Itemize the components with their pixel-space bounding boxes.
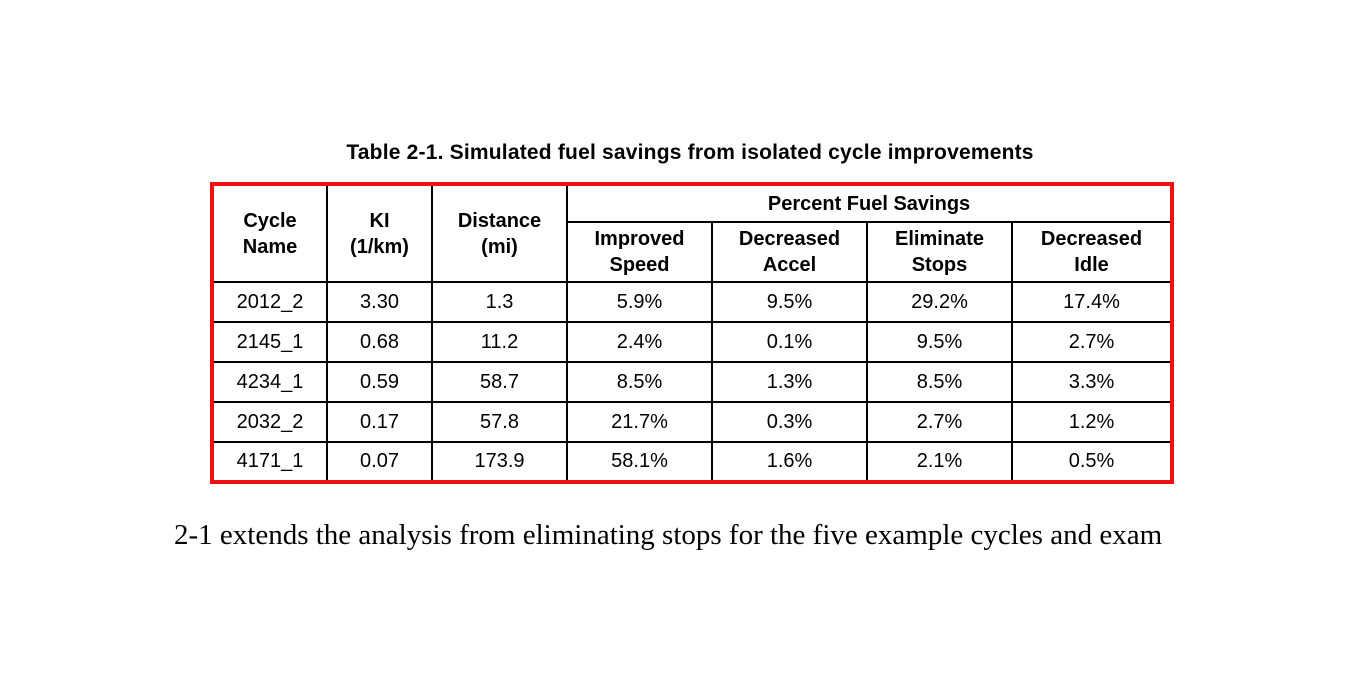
- cell-eliminate-stops: 29.2%: [866, 281, 1013, 323]
- cell-decreased-accel: 0.3%: [711, 401, 868, 443]
- cell-improved-speed: 8.5%: [566, 361, 713, 403]
- cell-improved-speed: 21.7%: [566, 401, 713, 443]
- cell-decreased-accel: 0.1%: [711, 321, 868, 363]
- cell-distance: 58.7: [431, 361, 568, 403]
- cell-ki: 0.07: [326, 441, 433, 483]
- cell-ki: 0.17: [326, 401, 433, 443]
- table-row: 4171_1 0.07 173.9 58.1% 1.6% 2.1% 0.5%: [211, 441, 1174, 483]
- cell-decreased-idle: 0.5%: [1010, 441, 1174, 483]
- fuel-savings-table: Cycle Name KI (1/km) Distance (mi) Perce…: [210, 182, 1175, 484]
- col-header-improved-speed: Improved Speed: [566, 221, 713, 283]
- cell-eliminate-stops: 9.5%: [866, 321, 1013, 363]
- table-header-row-group: Cycle Name KI (1/km) Distance (mi) Perce…: [211, 183, 1174, 283]
- cell-distance: 173.9: [431, 441, 568, 483]
- col-header-decreased-accel: Decreased Accel: [711, 221, 868, 283]
- cell-decreased-idle: 1.2%: [1010, 401, 1174, 443]
- col-header-decreased-idle: Decreased Idle: [1010, 221, 1174, 283]
- cell-decreased-accel: 9.5%: [711, 281, 868, 323]
- cell-distance: 11.2: [431, 321, 568, 363]
- cell-distance: 1.3: [431, 281, 568, 323]
- cell-improved-speed: 2.4%: [566, 321, 713, 363]
- cell-distance: 57.8: [431, 401, 568, 443]
- table-row: 2032_2 0.17 57.8 21.7% 0.3% 2.7% 1.2%: [211, 401, 1174, 443]
- table-row: 4234_1 0.59 58.7 8.5% 1.3% 8.5% 3.3%: [211, 361, 1174, 403]
- cell-eliminate-stops: 8.5%: [866, 361, 1013, 403]
- cell-decreased-idle: 2.7%: [1010, 321, 1174, 363]
- table-row: 2145_1 0.68 11.2 2.4% 0.1% 9.5% 2.7%: [211, 321, 1174, 363]
- cell-cycle-name: 4234_1: [211, 361, 328, 403]
- cell-decreased-accel: 1.6%: [711, 441, 868, 483]
- cell-eliminate-stops: 2.1%: [866, 441, 1013, 483]
- cell-ki: 0.68: [326, 321, 433, 363]
- col-header-eliminate-stops: Eliminate Stops: [866, 221, 1013, 283]
- cell-cycle-name: 4171_1: [211, 441, 328, 483]
- cell-cycle-name: 2032_2: [211, 401, 328, 443]
- group-header-percent-fuel-savings: Percent Fuel Savings: [565, 183, 1174, 223]
- cell-decreased-idle: 3.3%: [1010, 361, 1174, 403]
- cell-eliminate-stops: 2.7%: [866, 401, 1013, 443]
- cell-improved-speed: 5.9%: [566, 281, 713, 323]
- table-row: 2012_2 3.30 1.3 5.9% 9.5% 29.2% 17.4%: [211, 281, 1174, 323]
- cell-ki: 3.30: [326, 281, 433, 323]
- table-header-row-sub: Improved Speed Decreased Accel Eliminate…: [212, 221, 1174, 283]
- cell-decreased-accel: 1.3%: [711, 361, 868, 403]
- cell-improved-speed: 58.1%: [566, 441, 713, 483]
- cell-ki: 0.59: [326, 361, 433, 403]
- cell-decreased-idle: 17.4%: [1010, 281, 1174, 323]
- cell-cycle-name: 2012_2: [211, 281, 328, 323]
- col-header-cycle-name: Cycle Name: [211, 183, 328, 283]
- body-paragraph: 2-1 extends the analysis from eliminatin…: [174, 519, 1163, 551]
- table-caption: Table 2-1. Simulated fuel savings from i…: [346, 141, 1034, 164]
- col-header-ki: KI (1/km): [326, 183, 433, 283]
- cell-cycle-name: 2145_1: [211, 321, 328, 363]
- col-header-distance: Distance (mi): [431, 183, 568, 283]
